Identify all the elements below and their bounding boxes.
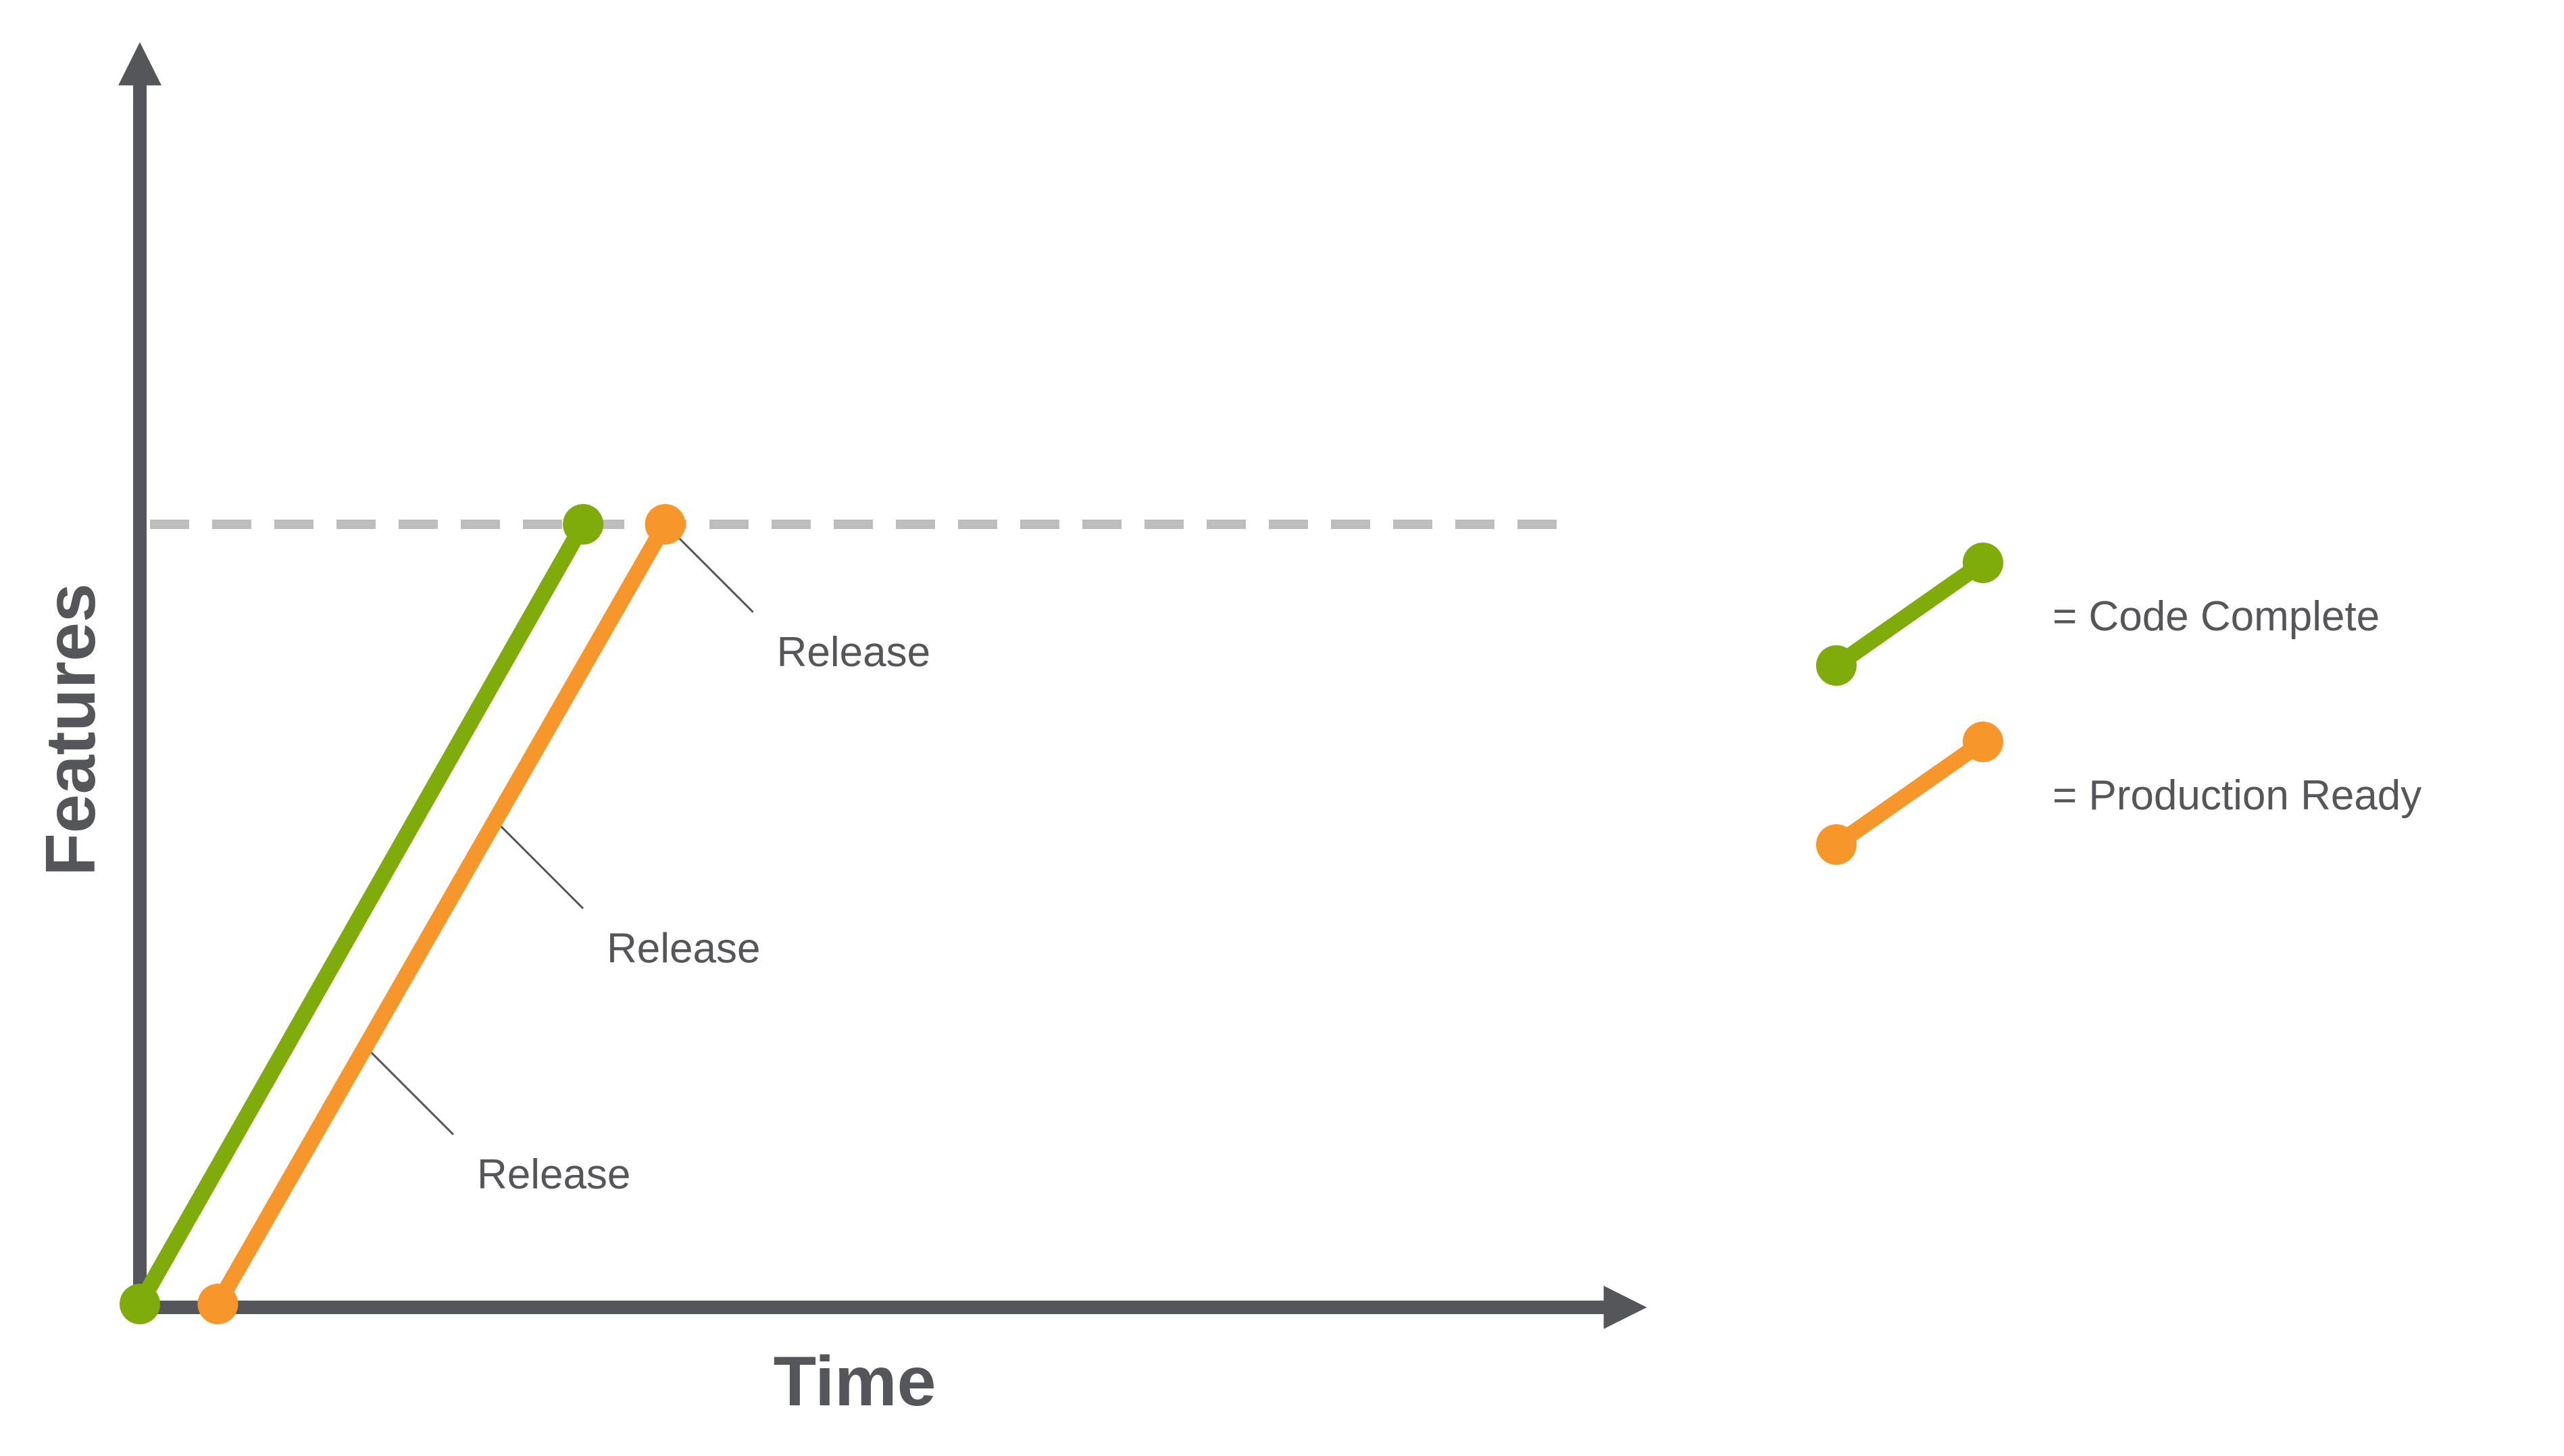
series-line-2: [209, 516, 674, 1312]
annotation-label-3: Release: [777, 629, 930, 676]
legend-marker-end-1: [1963, 543, 2003, 583]
series-2-point-2: [645, 504, 686, 545]
annotation-label-2: Release: [607, 926, 760, 972]
legend-marker-start-1: [1816, 645, 1857, 686]
legend-label-2: = Production Ready: [2053, 772, 2421, 819]
series-1-point-2: [563, 504, 604, 545]
legend-marker-end-2: [1963, 722, 2003, 762]
x-axis-title: Time: [774, 1342, 936, 1421]
annotation-leader-1: [364, 1046, 455, 1136]
annotation-leader-3: [664, 523, 754, 613]
annotation-label-1: Release: [477, 1151, 630, 1198]
legend-label-1: = Code Complete: [2053, 593, 2380, 640]
series-2-point-1: [197, 1284, 238, 1324]
legend-marker-start-2: [1816, 824, 1857, 865]
series-line-1: [132, 516, 592, 1312]
legend-line-2: [1828, 734, 1991, 853]
series-1-point-1: [120, 1284, 160, 1324]
annotation-leader-2: [494, 820, 584, 909]
y-axis-title: Features: [32, 583, 110, 876]
legend-line-1: [1828, 555, 1991, 674]
